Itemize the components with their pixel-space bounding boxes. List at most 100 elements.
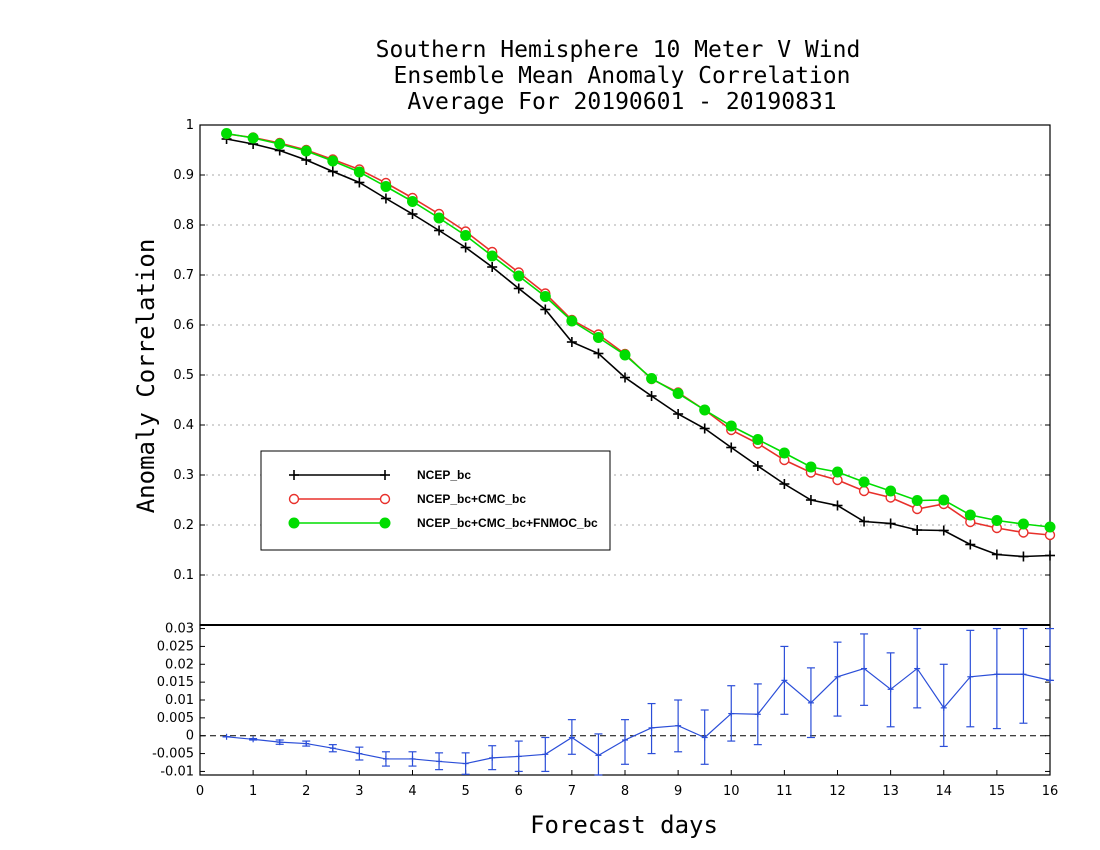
point-plus: [912, 525, 923, 535]
point-filled-circle: [778, 447, 790, 459]
point-filled-circle: [221, 128, 233, 139]
y-tick-label: 0.005: [157, 711, 194, 726]
legend-label-3: NCEP_bc+CMC_bc+FNMOC_bc: [417, 516, 598, 530]
difference-point: [436, 758, 443, 765]
point-filled-circle: [752, 434, 764, 445]
x-tick-label: 3: [355, 784, 363, 799]
point-plus: [832, 500, 843, 511]
point-filled-circle: [327, 155, 339, 167]
point-filled-circle: [858, 476, 870, 488]
y-tick-label: 0.02: [165, 657, 194, 672]
difference-point: [701, 734, 708, 741]
point-plus: [354, 177, 365, 188]
x-tick-label: 6: [515, 784, 523, 799]
difference-point: [276, 739, 283, 746]
point-filled-circle: [619, 349, 631, 361]
difference-point: [462, 760, 469, 767]
difference-point: [940, 704, 947, 711]
difference-point: [329, 745, 336, 752]
legend-marker-plus: [289, 470, 299, 480]
point-filled-circle: [407, 196, 418, 207]
difference-point: [861, 665, 868, 672]
difference-point: [675, 722, 682, 729]
x-tick-label: 4: [408, 784, 416, 799]
difference-point: [409, 755, 416, 762]
legend-label-1: NCEP_bc: [417, 468, 471, 482]
x-tick-label: 15: [989, 784, 1006, 799]
difference-point: [1047, 677, 1053, 684]
y-tick-label: -0.005: [152, 747, 194, 762]
point-plus: [965, 539, 976, 550]
point-filled-circle: [433, 212, 445, 224]
difference-point: [542, 751, 549, 758]
y-tick-label: 0.1: [173, 568, 194, 583]
point-plus: [327, 166, 338, 177]
point-filled-circle: [991, 515, 1003, 526]
y-tick-label: 0.6: [173, 318, 194, 333]
difference-point: [356, 750, 363, 757]
x-tick-label: 16: [1042, 784, 1059, 799]
point-filled-circle: [1044, 521, 1056, 533]
difference-point: [648, 724, 655, 731]
y-axis-title: Anomaly Correlation: [132, 239, 160, 514]
point-plus: [380, 193, 391, 204]
point-plus: [407, 209, 418, 219]
x-tick-label: 10: [723, 784, 740, 799]
point-plus: [460, 242, 471, 253]
point-filled-circle: [699, 404, 711, 416]
difference-point: [781, 677, 788, 684]
point-plus: [991, 549, 1002, 560]
y-tick-label: 0.025: [157, 639, 194, 654]
x-tick-label: 1: [249, 784, 257, 799]
point-plus: [434, 225, 445, 236]
legend-marker-open-circle: [288, 493, 300, 505]
x-tick-label: 2: [302, 784, 310, 799]
point-plus: [752, 461, 763, 471]
y-tick-label: 0: [186, 729, 194, 744]
y-tick-label: 0.5: [173, 368, 194, 383]
legend-marker-open-circle: [379, 493, 391, 505]
difference-point: [914, 665, 921, 672]
y-tick-label: 0.9: [173, 168, 194, 183]
point-filled-circle: [938, 494, 950, 506]
point-filled-circle: [274, 138, 286, 150]
y-tick-label: 0.015: [157, 675, 194, 690]
point-filled-circle: [1017, 518, 1029, 530]
x-tick-label: 11: [776, 784, 793, 799]
x-tick-label: 0: [196, 784, 204, 799]
difference-point: [568, 734, 575, 741]
difference-point: [303, 740, 310, 747]
point-filled-circle: [805, 461, 817, 473]
point-plus: [885, 518, 896, 529]
point-filled-circle: [539, 291, 551, 302]
point-filled-circle: [353, 166, 365, 178]
difference-point: [807, 699, 814, 706]
legend-box: [260, 450, 611, 551]
x-axis-title: Forecast days: [530, 811, 718, 839]
y-tick-label: 0.4: [173, 418, 194, 433]
point-filled-circle: [964, 509, 976, 521]
point-plus: [593, 348, 604, 359]
point-filled-circle: [832, 466, 843, 478]
difference-point: [887, 686, 894, 693]
x-tick-label: 7: [568, 784, 576, 799]
point-filled-circle: [247, 132, 259, 144]
y-tick-label: 1: [186, 118, 194, 133]
point-plus: [487, 262, 498, 272]
legend-marker-filled-circle: [379, 517, 391, 529]
point-plus: [699, 423, 710, 434]
x-tick-label: 9: [674, 784, 682, 799]
point-filled-circle: [486, 250, 498, 262]
x-tick-label: 13: [882, 784, 899, 799]
difference-point: [250, 736, 257, 743]
legend-marker-plus: [380, 470, 390, 480]
point-plus: [938, 525, 949, 536]
x-tick-label: 5: [461, 784, 469, 799]
y-tick-label: -0.01: [160, 764, 194, 779]
point-filled-circle: [911, 495, 923, 506]
difference-point: [622, 737, 628, 743]
point-plus: [1018, 551, 1029, 562]
point-filled-circle: [725, 420, 737, 432]
y-tick-label: 0.3: [173, 468, 194, 483]
